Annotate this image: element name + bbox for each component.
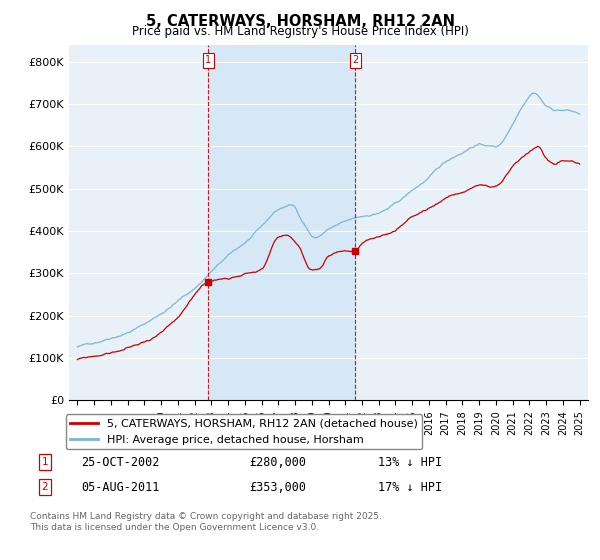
Text: 2: 2 <box>352 55 358 66</box>
Text: Contains HM Land Registry data © Crown copyright and database right 2025.
This d: Contains HM Land Registry data © Crown c… <box>30 512 382 532</box>
Text: 05-AUG-2011: 05-AUG-2011 <box>81 480 160 494</box>
Text: Price paid vs. HM Land Registry's House Price Index (HPI): Price paid vs. HM Land Registry's House … <box>131 25 469 38</box>
Text: 5, CATERWAYS, HORSHAM, RH12 2AN: 5, CATERWAYS, HORSHAM, RH12 2AN <box>146 14 455 29</box>
Text: £280,000: £280,000 <box>249 455 306 469</box>
Text: £353,000: £353,000 <box>249 480 306 494</box>
Text: 17% ↓ HPI: 17% ↓ HPI <box>378 480 442 494</box>
Text: 1: 1 <box>205 55 211 66</box>
Bar <box>208 45 355 400</box>
Text: 13% ↓ HPI: 13% ↓ HPI <box>378 455 442 469</box>
Text: 25-OCT-2002: 25-OCT-2002 <box>81 455 160 469</box>
Legend: 5, CATERWAYS, HORSHAM, RH12 2AN (detached house), HPI: Average price, detached h: 5, CATERWAYS, HORSHAM, RH12 2AN (detache… <box>65 414 422 449</box>
Text: 1: 1 <box>41 457 49 467</box>
Text: 2: 2 <box>41 482 49 492</box>
